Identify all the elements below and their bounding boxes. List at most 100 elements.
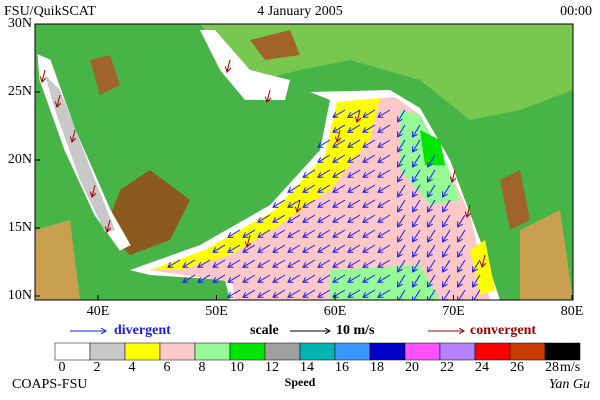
wind-arrow bbox=[303, 244, 316, 252]
wind-arrow bbox=[413, 169, 421, 182]
wind-arrow bbox=[333, 259, 346, 267]
wind-arrow bbox=[413, 259, 421, 272]
wind-arrow bbox=[303, 169, 316, 177]
colorbar-label: 22 bbox=[440, 360, 454, 375]
colorbar-title: Speed bbox=[285, 375, 316, 389]
wind-arrow bbox=[348, 244, 361, 252]
lat-label: 10N bbox=[8, 288, 32, 303]
wind-arrow bbox=[363, 124, 376, 132]
wind-arrow bbox=[333, 109, 346, 117]
lat-label: 20N bbox=[8, 152, 32, 167]
colorbar-cell bbox=[124, 342, 161, 361]
wind-arrow bbox=[363, 184, 376, 192]
wind-arrow bbox=[378, 139, 391, 147]
wind-arrow bbox=[183, 274, 196, 282]
wind-arrow bbox=[482, 254, 485, 267]
wind-arrow bbox=[443, 274, 451, 287]
wind-arrow bbox=[258, 214, 271, 222]
persian-gulf bbox=[200, 30, 290, 100]
wind-arrow bbox=[303, 229, 316, 237]
wind-arrow bbox=[473, 259, 481, 272]
wind-arrow bbox=[303, 214, 316, 222]
colorbar-label: 6 bbox=[164, 360, 171, 375]
colorbar-label: 8 bbox=[199, 360, 206, 375]
wind-arrow bbox=[288, 259, 301, 267]
map bbox=[35, 24, 573, 300]
wind-arrow bbox=[348, 184, 361, 192]
wind-arrow bbox=[452, 169, 455, 182]
wind-arrow bbox=[258, 289, 271, 297]
wind-arrow bbox=[243, 259, 256, 267]
map-axes: 30N 25N 20N 15N 10N 40E 50E 60E 70E 80E bbox=[8, 16, 583, 319]
colorbar-cell bbox=[334, 342, 371, 361]
wind-arrow bbox=[92, 184, 95, 197]
wind-arrow bbox=[318, 244, 331, 252]
wind-arrow bbox=[258, 274, 271, 282]
wind-arrow bbox=[363, 139, 376, 147]
wind-arrow bbox=[398, 169, 406, 182]
colorbar-label: 18 bbox=[370, 360, 384, 375]
colorbar-label: 20 bbox=[405, 360, 419, 375]
footer-left: COAPS-FSU bbox=[12, 377, 87, 392]
wind-arrow bbox=[378, 154, 391, 162]
wind-arrow bbox=[378, 184, 391, 192]
wind-arrow bbox=[348, 154, 361, 162]
colorbar-label: 10 bbox=[230, 360, 244, 375]
colorbar-cell bbox=[89, 342, 126, 361]
legend-convergent: convergent bbox=[470, 323, 536, 338]
wind-arrow bbox=[378, 289, 391, 297]
header-center: 4 January 2005 bbox=[257, 4, 343, 19]
lon-label: 40E bbox=[87, 304, 110, 319]
wind-arrow bbox=[473, 274, 481, 287]
wind-arrow bbox=[458, 274, 466, 287]
wind-arrow bbox=[428, 184, 436, 197]
wind-arrow bbox=[443, 244, 451, 257]
lon-label: 70E bbox=[442, 304, 465, 319]
wind-arrow bbox=[363, 154, 376, 162]
red-sea-wind bbox=[45, 75, 115, 232]
wind-arrow bbox=[428, 214, 436, 227]
header-right: 00:00 bbox=[560, 4, 592, 19]
colorbar-unit: m/s bbox=[560, 360, 580, 375]
wind-arrow bbox=[398, 244, 406, 257]
wind-arrow bbox=[378, 169, 391, 177]
wind-arrow bbox=[467, 204, 470, 217]
lon-label: 50E bbox=[205, 304, 228, 319]
wind-arrow bbox=[378, 244, 391, 252]
wind-arrow bbox=[273, 199, 286, 207]
wind-arrow bbox=[213, 244, 226, 252]
wind-arrow bbox=[288, 184, 301, 192]
wind-arrow bbox=[267, 89, 270, 102]
wind-arrow bbox=[337, 129, 340, 142]
wind-arrow bbox=[443, 214, 451, 227]
wind-arrow bbox=[318, 259, 331, 267]
colorbar-cell bbox=[54, 342, 91, 361]
wind-arrow bbox=[378, 229, 391, 237]
wind-arrow bbox=[458, 244, 466, 257]
wind-arrow bbox=[398, 199, 406, 212]
colorbar-cell bbox=[509, 342, 546, 361]
wind-arrow bbox=[443, 259, 451, 272]
wind-arrow bbox=[398, 214, 406, 227]
wind-arrow bbox=[363, 214, 376, 222]
wind-arrow bbox=[458, 214, 466, 227]
wind-arrow bbox=[363, 169, 376, 177]
wind-arrow bbox=[57, 94, 60, 107]
wind-arrow bbox=[303, 274, 316, 282]
wind-arrow bbox=[348, 169, 361, 177]
wind-arrow bbox=[428, 259, 436, 272]
colorbar-cell bbox=[404, 342, 441, 361]
wind-arrow bbox=[213, 259, 226, 267]
land-highland bbox=[35, 24, 573, 120]
wind-arrow bbox=[303, 184, 316, 192]
wind-arrow bbox=[288, 199, 301, 207]
lat-label: 15N bbox=[8, 220, 32, 235]
wind-arrow bbox=[398, 124, 406, 137]
wind-arrow bbox=[458, 229, 466, 242]
wind-arrow bbox=[318, 214, 331, 222]
wind-arrow bbox=[318, 199, 331, 207]
wind-arrow bbox=[243, 244, 256, 252]
wind-arrow bbox=[357, 109, 360, 122]
colorbar-cell bbox=[194, 342, 231, 361]
